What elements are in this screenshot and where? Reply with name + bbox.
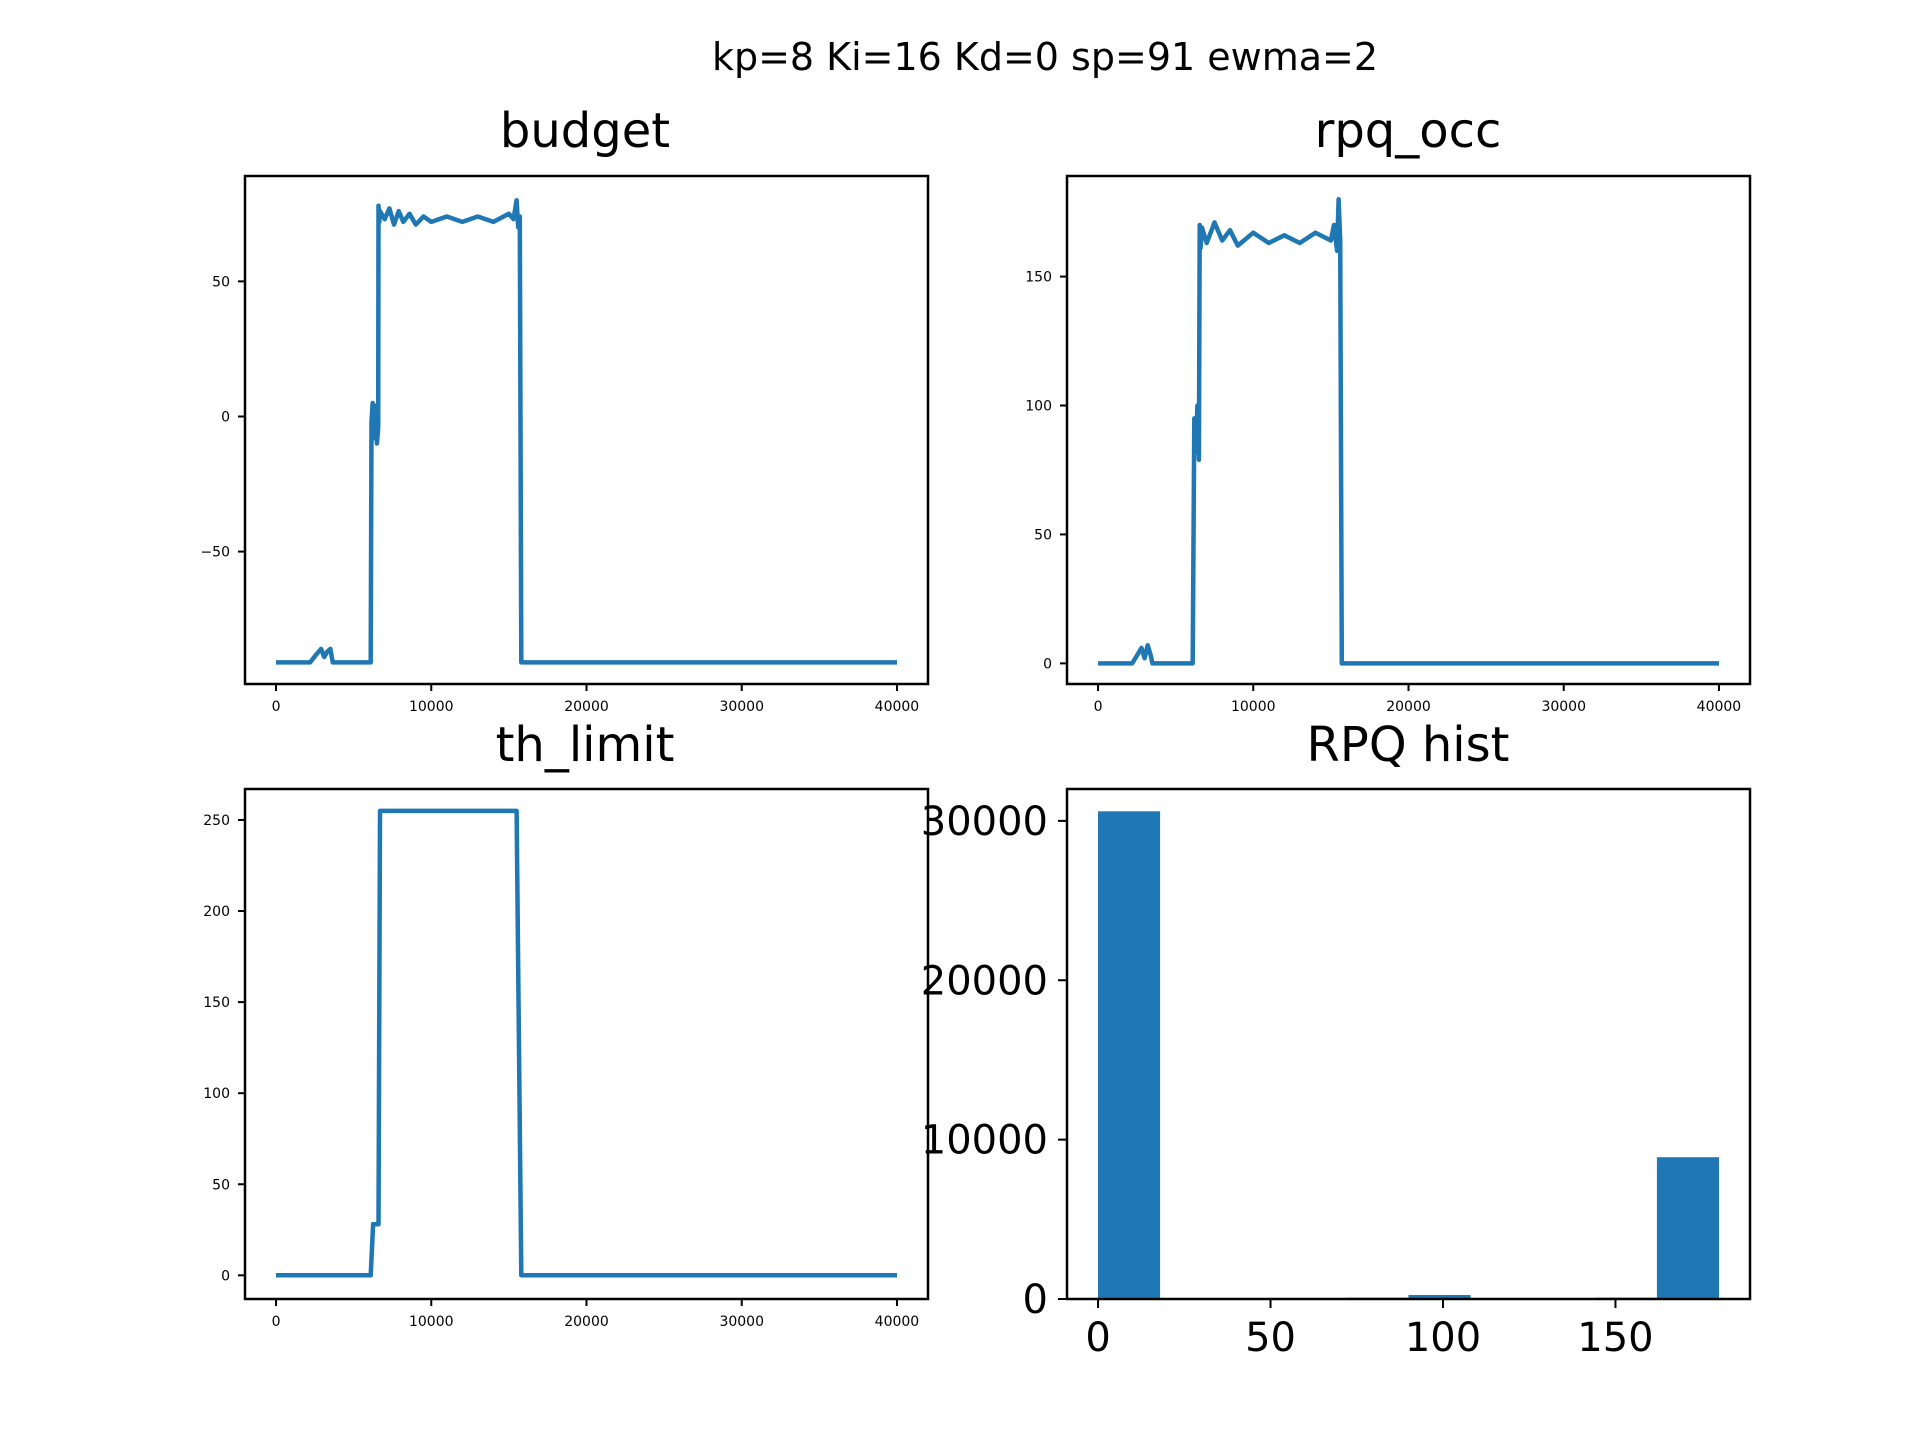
- axes-frame: [1065, 787, 1752, 1301]
- y-tick-label: 100: [203, 1086, 230, 1102]
- x-tick-label: 40000: [875, 699, 920, 715]
- x-tick-label: 100: [1405, 1315, 1481, 1361]
- series-line-budget: [276, 198, 897, 665]
- x-tick-label: 0: [1094, 699, 1103, 715]
- plot-area-rpq-occ: 0 10000 20000 30000 40000 0 50 100 150: [1025, 174, 1752, 715]
- subplot-title-rpq-occ: rpq_occ: [1315, 103, 1502, 159]
- series-line-th-limit: [276, 808, 897, 1278]
- y-tick-label: 20000: [921, 958, 1048, 1004]
- x-tick-label: 50: [1245, 1315, 1296, 1361]
- y-tick-label: 10000: [921, 1118, 1048, 1164]
- x-tick-label: 30000: [719, 699, 764, 715]
- x-tick-label: 0: [272, 1314, 281, 1330]
- y-tick-label: 0: [1043, 656, 1052, 672]
- y-tick-label: 150: [203, 995, 230, 1011]
- x-tick-label: 30000: [1541, 699, 1586, 715]
- y-tick-label: 30000: [921, 799, 1048, 845]
- y-tick-label: 200: [203, 904, 230, 920]
- plot-area-budget: 0 10000 20000 30000 40000 −50 0 50: [200, 174, 930, 715]
- plot-area-rpq-hist: 0 50 100 150 0 10000 20000 30000: [921, 787, 1752, 1361]
- x-tick-label: 0: [1085, 1315, 1110, 1361]
- x-tick-label: 10000: [409, 1314, 454, 1330]
- subplot-rpq-occ: rpq_occ 0 10000 20000 30000 40000 0 50 100 150: [1025, 103, 1752, 715]
- plot-area-th-limit: 0 10000 20000 30000 40000 0 50 100 150 200 250: [203, 787, 930, 1330]
- hist-bar: [1408, 1295, 1471, 1299]
- x-tick-label: 30000: [719, 1314, 764, 1330]
- x-tick-label: 0: [272, 699, 281, 715]
- subplot-title-budget: budget: [500, 103, 670, 159]
- x-tick-label: 40000: [875, 1314, 920, 1330]
- axes-frame: [1065, 174, 1752, 686]
- axes-frame: [243, 787, 930, 1301]
- y-tick-label: 50: [1034, 527, 1052, 543]
- x-tick-label: 20000: [564, 699, 609, 715]
- hist-bar: [1098, 811, 1161, 1299]
- y-tick-label: 150: [1025, 270, 1052, 286]
- subplot-budget: budget 0 10000 20000 30000 40000 −50 0 50: [200, 103, 930, 715]
- y-tick-label: 50: [212, 1177, 230, 1193]
- subplot-title-th-limit: th_limit: [496, 717, 675, 773]
- x-tick-label: 20000: [1386, 699, 1431, 715]
- x-tick-label: 150: [1577, 1315, 1653, 1361]
- x-tick-label: 10000: [409, 699, 454, 715]
- y-tick-label: 0: [221, 1268, 230, 1284]
- axes-frame: [243, 174, 930, 686]
- hist-bar: [1656, 1157, 1719, 1299]
- subplot-rpq-hist: RPQ hist 0 50 100 150 0 10000 20000 30000: [921, 717, 1752, 1361]
- series-line-rpq-occ: [1098, 196, 1719, 666]
- x-tick-label: 40000: [1697, 699, 1742, 715]
- subplot-th-limit: th_limit 0 10000 20000 30000 40000 0 50 100 150 2…: [203, 717, 930, 1330]
- y-tick-label: 0: [1023, 1277, 1048, 1323]
- subplot-title-rpq-hist: RPQ hist: [1307, 717, 1510, 773]
- y-tick-label: 100: [1025, 399, 1052, 415]
- x-tick-label: 20000: [564, 1314, 609, 1330]
- y-tick-label: 0: [221, 409, 230, 425]
- figure-suptitle: kp=8 Ki=16 Kd=0 sp=91 ewma=2: [712, 35, 1378, 79]
- y-tick-label: 250: [203, 813, 230, 829]
- x-tick-label: 10000: [1231, 699, 1276, 715]
- y-tick-label: −50: [200, 545, 230, 561]
- y-tick-label: 50: [212, 274, 230, 290]
